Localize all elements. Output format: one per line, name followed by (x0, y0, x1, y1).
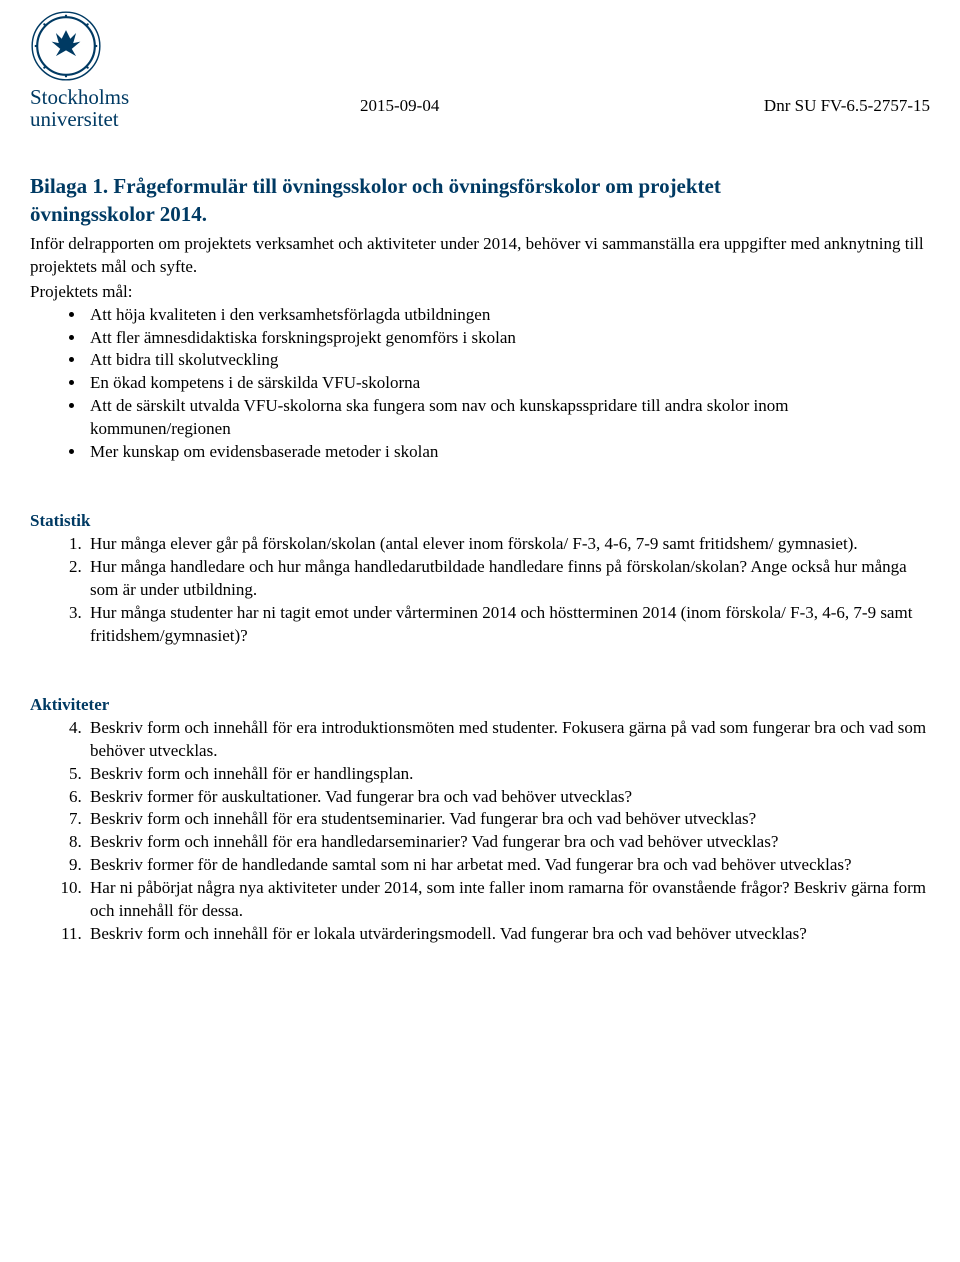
logo-line1: Stockholms (30, 85, 129, 109)
section-heading-statistik: Statistik (30, 510, 930, 533)
goals-label: Projektets mål: (30, 281, 930, 304)
page-title-line1: Bilaga 1. Frågeformulär till övningsskol… (30, 172, 930, 200)
intro-paragraph: Inför delrapporten om projektets verksam… (30, 233, 930, 279)
university-logo: Stockholms universitet (30, 10, 230, 130)
document-page: Stockholms universitet 2015-09-04 Dnr SU… (0, 0, 960, 1262)
list-item: Hur många studenter har ni tagit emot un… (86, 602, 930, 648)
aktiviteter-list: Beskriv form och innehåll för era introd… (30, 717, 930, 946)
header-row: Stockholms universitet 2015-09-04 Dnr SU… (30, 10, 930, 130)
list-item: Att de särskilt utvalda VFU-skolorna ska… (86, 395, 930, 441)
list-item: Hur många handledare och hur många handl… (86, 556, 930, 602)
list-item: Beskriv former för de handledande samtal… (86, 854, 930, 877)
list-item: Beskriv form och innehåll för era handle… (86, 831, 930, 854)
logo-text: Stockholms universitet (30, 86, 129, 130)
list-item: Hur många elever går på förskolan/skolan… (86, 533, 930, 556)
list-item: Beskriv form och innehåll för er lokala … (86, 923, 930, 946)
list-item: Att höja kvaliteten i den verksamhetsför… (86, 304, 930, 327)
page-title-line2: övningsskolor 2014. (30, 200, 930, 228)
list-item: Att fler ämnesdidaktiska forskningsproje… (86, 327, 930, 350)
header-meta: 2015-09-04 Dnr SU FV-6.5-2757-15 (230, 10, 930, 118)
list-item: Beskriv former för auskultationer. Vad f… (86, 786, 930, 809)
list-item: Beskriv form och innehåll för era introd… (86, 717, 930, 763)
list-item: En ökad kompetens i de särskilda VFU-sko… (86, 372, 930, 395)
list-item: Att bidra till skolutveckling (86, 349, 930, 372)
list-item: Har ni påbörjat några nya aktiviteter un… (86, 877, 930, 923)
doc-date: 2015-09-04 (360, 95, 439, 118)
list-item: Mer kunskap om evidensbaserade metoder i… (86, 441, 930, 464)
doc-dnr: Dnr SU FV-6.5-2757-15 (764, 95, 930, 118)
list-item: Beskriv form och innehåll för er handlin… (86, 763, 930, 786)
seal-icon (30, 10, 102, 82)
statistik-list: Hur många elever går på förskolan/skolan… (30, 533, 930, 648)
goals-list: Att höja kvaliteten i den verksamhetsför… (30, 304, 930, 465)
list-item: Beskriv form och innehåll för era studen… (86, 808, 930, 831)
section-heading-aktiviteter: Aktiviteter (30, 694, 930, 717)
logo-line2: universitet (30, 107, 119, 131)
